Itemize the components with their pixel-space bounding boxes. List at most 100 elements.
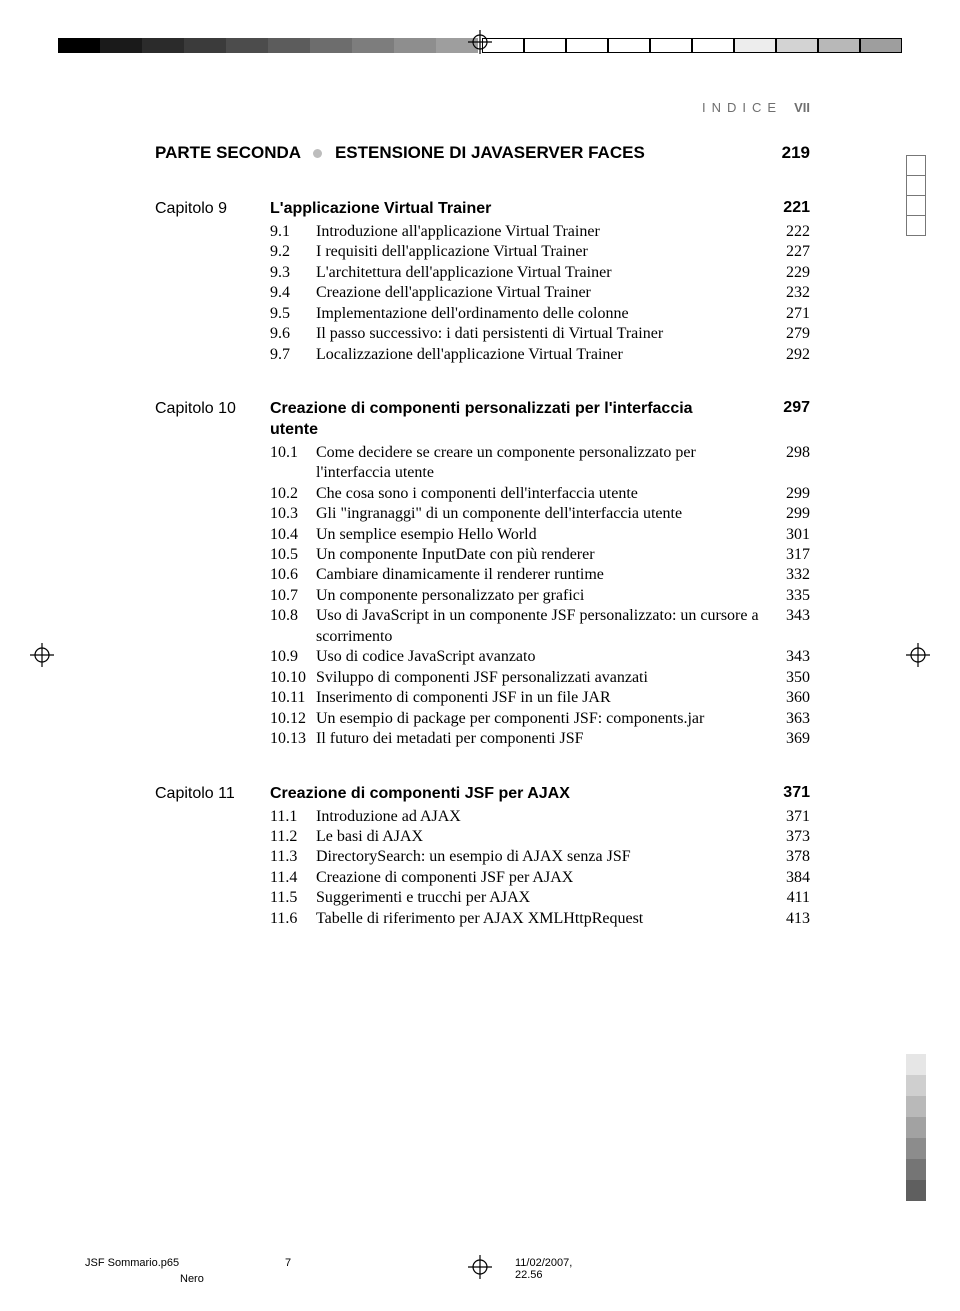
- entry-page: 232: [786, 283, 810, 303]
- registration-mark-icon: [906, 643, 930, 667]
- entry-number: 10.4: [270, 525, 316, 545]
- entry-text: Uso di JavaScript in un componente JSF p…: [316, 606, 760, 647]
- entry-number: 10.9: [270, 647, 316, 667]
- slug-file: JSF Sommario.p65: [85, 1257, 179, 1269]
- toc-entry: 30110.4Un semplice esempio Hello World: [270, 525, 810, 545]
- toc-entry: 31710.5Un componente InputDate con più r…: [270, 545, 810, 565]
- bullet-icon: [313, 149, 322, 158]
- entry-text: Un semplice esempio Hello World: [316, 525, 760, 545]
- chapter-block: Capitolo 11371Creazione di componenti JS…: [155, 784, 810, 930]
- entry-number: 10.7: [270, 586, 316, 606]
- entry-number: 9.2: [270, 242, 316, 262]
- entry-page: 332: [786, 565, 810, 585]
- toc-entry: 222 9.1Introduzione all'applicazione Virt…: [270, 222, 810, 242]
- grey-swatches-right: [482, 38, 902, 53]
- chapter-label: Capitolo 9: [155, 199, 270, 218]
- entry-page: 222: [786, 222, 810, 242]
- chapter-title: Creazione di componenti personalizzati p…: [270, 399, 710, 441]
- entry-number: 11.1: [270, 807, 316, 827]
- entry-page: 279: [786, 324, 810, 344]
- toc-entry: 343 10.8Uso di JavaScript in un component…: [270, 606, 810, 647]
- part-page: 219: [782, 143, 810, 163]
- entry-number: 11.3: [270, 847, 316, 867]
- entry-page: 299: [786, 484, 810, 504]
- toc-entry: 36910.13Il futuro dei metadati per compo…: [270, 729, 810, 749]
- entry-text: Un componente InputDate con più renderer: [316, 545, 760, 565]
- entry-number: 10.3: [270, 504, 316, 524]
- toc-entry: 33210.6Cambiare dinamicamente il rendere…: [270, 565, 810, 585]
- registration-mark-icon: [468, 30, 492, 54]
- entry-page: 373: [786, 827, 810, 847]
- entry-text: Localizzazione dell'applicazione Virtual…: [316, 345, 760, 365]
- entry-page: 369: [786, 729, 810, 749]
- toc-entry: 363 10.12Un esempio di package per compon…: [270, 709, 810, 729]
- toc-entry: 229 9.3L'architettura dell'applicazione V…: [270, 263, 810, 283]
- chapter-title-row: 297 Creazione di componenti personalizzat…: [270, 399, 810, 441]
- grey-swatches-left: [58, 38, 478, 53]
- entry-number: 10.5: [270, 545, 316, 565]
- entry-page: 229: [786, 263, 810, 283]
- chapter-block: Capitolo 9221L'applicazione Virtual Trai…: [155, 199, 810, 365]
- registration-mark-icon: [30, 643, 54, 667]
- entry-number: 10.1: [270, 443, 316, 463]
- entry-page: 371: [786, 807, 810, 827]
- entry-text: Tabelle di riferimento per AJAX XMLHttpR…: [316, 909, 760, 929]
- entry-number: 10.10: [270, 668, 316, 688]
- page-content: INDICEVII PARTE SECONDA ESTENSIONE DI JA…: [155, 100, 810, 963]
- toc-entry: 292 9.7Localizzazione dell'applicazione V…: [270, 345, 810, 365]
- toc-entry: 41311.6Tabelle di riferimento per AJAX X…: [270, 909, 810, 929]
- toc-entry: 34310.9Uso di codice JavaScript avanzato: [270, 647, 810, 667]
- entry-text: Suggerimenti e trucchi per AJAX: [316, 888, 760, 908]
- entry-page: 343: [786, 606, 810, 626]
- chapter-body: 221L'applicazione Virtual Trainer2229.1I…: [270, 199, 810, 365]
- entry-text: Le basi di AJAX: [316, 827, 760, 847]
- entry-number: 11.6: [270, 909, 316, 929]
- slug-timestamp: 11/02/2007, 22.56: [515, 1257, 572, 1281]
- toc-entry: 41111.5Suggerimenti e trucchi per AJAX: [270, 888, 810, 908]
- entry-number: 9.5: [270, 304, 316, 324]
- entry-page: 350: [786, 668, 810, 688]
- toc-entry: 33510.7Un componente personalizzato per …: [270, 586, 810, 606]
- registration-mark-icon: [468, 1255, 492, 1279]
- entry-text: Cambiare dinamicamente il renderer runti…: [316, 565, 760, 585]
- entry-text: Un esempio di package per componenti JSF…: [316, 709, 760, 729]
- entry-page: 298: [786, 443, 810, 463]
- entry-text: Sviluppo di componenti JSF personalizzat…: [316, 668, 760, 688]
- entry-page: 227: [786, 242, 810, 262]
- entry-page: 335: [786, 586, 810, 606]
- toc-entry: 36010.11Inserimento di componenti JSF in…: [270, 688, 810, 708]
- toc-entry: 2329.4Creazione dell'applicazione Virtua…: [270, 283, 810, 303]
- entry-page: 292: [786, 345, 810, 365]
- entry-number: 10.13: [270, 729, 316, 749]
- chapter-title-row: 221L'applicazione Virtual Trainer: [270, 199, 810, 220]
- entry-number: 9.3: [270, 263, 316, 283]
- part-name: PARTE SECONDA: [155, 143, 300, 162]
- entry-text: Il passo successivo: i dati persistenti …: [316, 324, 760, 344]
- entry-page: 363: [786, 709, 810, 729]
- chapter-body: 297 Creazione di componenti personalizzat…: [270, 399, 810, 750]
- imposition-slug: JSF Sommario.p65 7 11/02/2007, 22.56 Ner…: [85, 1257, 179, 1269]
- toc-entry: 350 10.10Sviluppo di componenti JSF perso…: [270, 668, 810, 688]
- chapter-title: L'applicazione Virtual Trainer: [270, 199, 491, 220]
- entry-text: L'architettura dell'applicazione Virtual…: [316, 263, 760, 283]
- chapter-page: 371: [783, 784, 810, 802]
- toc-entry: 2719.5Implementazione dell'ordinamento d…: [270, 304, 810, 324]
- toc-entry: 29810.1Come decidere se creare un compon…: [270, 443, 810, 484]
- chapter-title: Creazione di componenti JSF per AJAX: [270, 784, 570, 805]
- entry-text: DirectorySearch: un esempio di AJAX senz…: [316, 847, 760, 867]
- entry-number: 9.1: [270, 222, 316, 242]
- entry-number: 9.7: [270, 345, 316, 365]
- entry-number: 10.12: [270, 709, 316, 729]
- chapter-label: Capitolo 10: [155, 399, 270, 418]
- entry-text: Introduzione all'applicazione Virtual Tr…: [316, 222, 760, 242]
- entry-number: 10.8: [270, 606, 316, 626]
- entry-text: Implementazione dell'ordinamento delle c…: [316, 304, 760, 324]
- toc-entry: 29910.3Gli "ingranaggi" di un componente…: [270, 504, 810, 524]
- entry-number: 11.5: [270, 888, 316, 908]
- chapter-page: 297: [783, 399, 810, 417]
- entry-text: Creazione dell'applicazione Virtual Trai…: [316, 283, 760, 303]
- slug-folio: 7: [285, 1257, 291, 1269]
- part-heading: PARTE SECONDA ESTENSIONE DI JAVASERVER F…: [155, 143, 810, 163]
- entry-text: Gli "ingranaggi" di un componente dell'i…: [316, 504, 760, 524]
- toc-entry: 38411.4Creazione di componenti JSF per A…: [270, 868, 810, 888]
